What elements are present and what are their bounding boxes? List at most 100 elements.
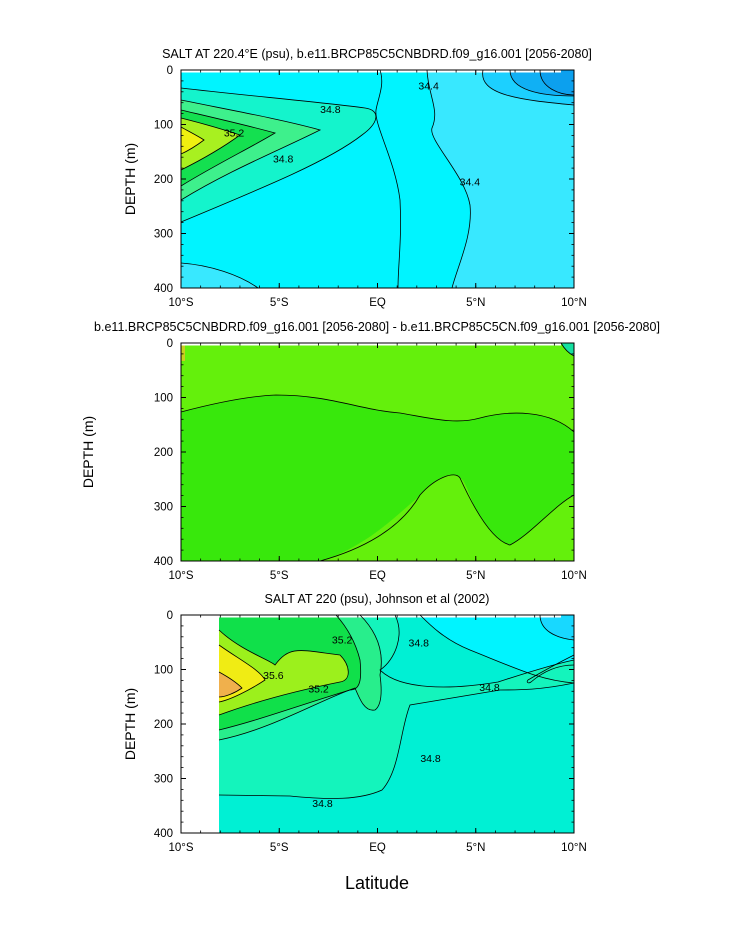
p1-fill-33-8	[540, 70, 574, 95]
p1-fill-deep-fresh	[181, 263, 258, 288]
p1-contour-33-8	[539, 69, 575, 96]
contour-label: 34.4	[460, 177, 481, 189]
p3-contour-34-8-upper	[419, 614, 575, 684]
p3-contour-35-4	[218, 629, 349, 716]
y-tick-label: 400	[154, 828, 173, 840]
x-tick-label: 5°S	[270, 842, 289, 854]
y-tick-label: 200	[154, 719, 173, 731]
x-axis-title: Latitude	[345, 873, 409, 893]
panel-1-title: SALT AT 220.4°E (psu), b.e11.BRCP85C5CNB…	[162, 47, 592, 61]
contour-label: 34.8	[479, 682, 500, 694]
p3-fill-34-4	[540, 615, 574, 640]
y-tick-label: 0	[167, 610, 173, 622]
y-tick-label: 400	[154, 283, 173, 295]
contour-label: 34.8	[409, 637, 430, 649]
y-tick-label: 100	[154, 665, 173, 677]
x-tick-label: 5°N	[466, 842, 485, 854]
panel-3-plot: 35.2 35.6 35.2 34.8 34.8 34.8 34.8	[181, 614, 575, 833]
p1-contour-lines	[180, 69, 575, 289]
contour-label: 34.8	[420, 753, 441, 765]
p3-contour-hook	[526, 654, 575, 684]
p3-no-data	[181, 615, 219, 833]
p3-contour-34-9	[379, 614, 575, 688]
y-tick-label: 0	[167, 65, 173, 77]
p1-fill-34-4	[427, 70, 574, 288]
x-tick-label: 10°S	[168, 842, 193, 854]
p3-contour-35-6	[218, 644, 266, 703]
x-tick-label: 10°N	[561, 570, 587, 582]
y-tick-label: 100	[154, 393, 173, 405]
x-tick-label: 5°S	[270, 570, 289, 582]
p2-fill-deep	[320, 474, 574, 561]
p1-surface-strip	[181, 70, 561, 73]
x-tick-label: EQ	[369, 570, 386, 582]
p3-fill-35-8	[219, 672, 242, 697]
panel-2-plot	[180, 342, 575, 562]
contour-label: 35.2	[224, 128, 245, 140]
y-tick-label: 300	[154, 774, 173, 786]
contour-label: 35.2	[308, 684, 329, 696]
panel-1-ylabel: DEPTH (m)	[122, 143, 138, 215]
p2-fill-corner-west	[181, 343, 185, 361]
p3-contour-34-4	[539, 614, 575, 641]
x-tick-label: 5°S	[270, 297, 289, 309]
contour-label: 34.8	[312, 798, 333, 810]
x-tick-label: 10°N	[561, 297, 587, 309]
panel-3-ticks: 0 100 200 300 400 10°S 5°S EQ 5°N 10°N	[154, 610, 587, 854]
p1-contour-34-0	[509, 69, 575, 97]
p2-contour-upper	[180, 394, 575, 433]
x-tick-label: EQ	[369, 842, 386, 854]
y-tick-label: 200	[154, 174, 173, 186]
contour-label: 35.6	[263, 670, 284, 682]
p1-contour-deep	[180, 262, 259, 289]
p1-contour-35-2	[180, 109, 277, 187]
contour-label: 34.8	[320, 104, 341, 116]
y-tick-label: 100	[154, 120, 173, 132]
p1-contour-35-4	[180, 117, 241, 171]
panel-3-ylabel: DEPTH (m)	[122, 688, 138, 760]
x-tick-label: 10°S	[168, 570, 193, 582]
p3-contour-35-8	[218, 671, 243, 698]
contour-label: 34.8	[273, 153, 294, 165]
x-tick-label: 10°N	[561, 842, 587, 854]
panel-1: SALT AT 220.4°E (psu), b.e11.BRCP85C5CNB…	[122, 47, 592, 309]
p3-contour-35-0	[218, 614, 382, 741]
y-tick-label: 300	[154, 502, 173, 514]
p1-contour-34-2	[482, 69, 575, 106]
p2-contour-lines	[180, 342, 575, 562]
contour-label: 34.4	[418, 80, 439, 92]
p2-surface-strip	[181, 343, 561, 346]
panel-2: b.e11.BRCP85C5CNBDRD.f09_g16.001 [2056-2…	[80, 320, 660, 582]
p1-contour-34-8	[180, 87, 377, 223]
p3-contour-34-8-lower	[218, 682, 575, 799]
y-tick-label: 200	[154, 447, 173, 459]
panel-2-ylabel: DEPTH (m)	[80, 416, 96, 488]
p1-contour-35-6	[180, 126, 205, 155]
panel-2-ticks: 0 100 200 300 400 10°S 5°S EQ 5°N 10°N	[154, 338, 587, 582]
p1-fill-35-4	[181, 118, 240, 170]
p3-fill-34-6	[420, 615, 574, 683]
p3-fill-35-4	[219, 630, 349, 715]
panel-2-title: b.e11.BRCP85C5CNBDRD.f09_g16.001 [2056-2…	[94, 320, 660, 334]
y-tick-label: 400	[154, 556, 173, 568]
p1-contour-35-0	[180, 99, 322, 201]
p3-surface-strip	[219, 615, 561, 618]
x-tick-label: EQ	[369, 297, 386, 309]
panel-3: SALT AT 220 (psu), Johnson et al (2002)	[122, 592, 587, 893]
p3-contour-35-2	[218, 614, 362, 731]
panel-1-plot: 34.8 35.2 34.8 34.4 34.4	[180, 69, 575, 289]
x-tick-label: 10°S	[168, 297, 193, 309]
p1-contour-labels: 34.8 35.2 34.8 34.4 34.4	[224, 80, 480, 188]
p1-contour-34-4	[426, 69, 471, 289]
p2-fill-middle	[181, 395, 574, 561]
y-tick-label: 300	[154, 229, 173, 241]
y-tick-label: 0	[167, 338, 173, 350]
p1-contour-34-6-east	[375, 69, 401, 289]
panel-3-title: SALT AT 220 (psu), Johnson et al (2002)	[265, 592, 490, 606]
p2-contour-corner	[560, 342, 575, 357]
panel-1-ticks: 0 100 200 300 400 10°S 5°S EQ 5°N 10°N	[154, 65, 587, 309]
contour-label: 35.2	[332, 635, 353, 647]
x-tick-label: 5°N	[466, 570, 485, 582]
p1-fill-35-6	[181, 127, 204, 154]
